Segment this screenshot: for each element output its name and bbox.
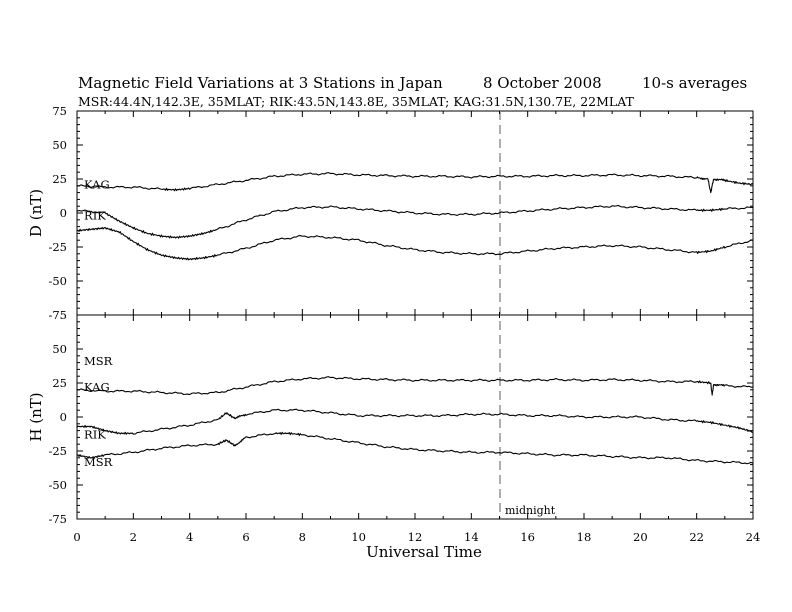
- station-label-rik: RIK: [84, 209, 106, 223]
- x-tick-label: 8: [299, 530, 306, 544]
- x-tick-label: 16: [520, 530, 535, 544]
- x-tick-label: 0: [73, 530, 80, 544]
- x-tick-label: 4: [186, 530, 193, 544]
- y-tick-label: 0: [60, 410, 67, 424]
- series-line-panel2-kag: [76, 376, 754, 396]
- y-tick-label: -50: [48, 274, 67, 288]
- y-tick-label: 50: [52, 342, 67, 356]
- h-axis-label: H (nT): [27, 392, 45, 441]
- station-coordinates: MSR:44.4N,142.3E, 35MLAT; RIK:43.5N,143.…: [78, 94, 635, 109]
- y-tick-label: -25: [48, 240, 67, 254]
- series-line-panel1-rik: [76, 204, 754, 239]
- lower-panel-frame: [76, 314, 754, 520]
- series-line-panel1-trace3: [76, 226, 754, 261]
- station-label-msr: MSR: [84, 354, 113, 368]
- station-label-kag: KAG: [84, 380, 110, 394]
- y-tick-label: 25: [52, 376, 67, 390]
- y-tick-label: -75: [48, 308, 67, 322]
- x-tick-label: 10: [351, 530, 366, 544]
- y-tick-label: 50: [52, 138, 67, 152]
- y-tick-label: 0: [60, 206, 67, 220]
- x-tick-label: 18: [577, 530, 592, 544]
- x-tick-label: 20: [633, 530, 648, 544]
- y-tick-label: -50: [48, 478, 67, 492]
- series-line-panel2-msr: [76, 431, 754, 465]
- chart-averaging: 10-s averages: [642, 74, 747, 92]
- station-label-rik: RIK: [84, 428, 106, 442]
- x-tick-label: 12: [408, 530, 423, 544]
- y-tick-label: -25: [48, 444, 67, 458]
- y-tick-label: 25: [52, 172, 67, 186]
- chart-date: 8 October 2008: [483, 74, 602, 92]
- station-label-msr: MSR: [84, 455, 113, 469]
- series-line-panel2-rik: [76, 408, 754, 435]
- chart-title: Magnetic Field Variations at 3 Stations …: [78, 74, 443, 92]
- axis-ticks: 0 2 4 6 8 10 12 14 16 18 20 22 247550250-25-50-75502…: [48, 104, 760, 544]
- x-tick-label: 6: [242, 530, 249, 544]
- midnight-label: midnight: [505, 504, 556, 517]
- x-tick-label: 22: [689, 530, 704, 544]
- x-tick-label: 24: [746, 530, 761, 544]
- series-layer: [76, 172, 754, 465]
- station-labels: KAG RIK MSR KAG RIK MSR: [84, 177, 113, 468]
- x-tick-label: 14: [464, 530, 479, 544]
- y-tick-label: -75: [48, 512, 67, 526]
- station-label-kag: KAG: [84, 177, 110, 191]
- y-tick-label: 75: [52, 104, 67, 118]
- x-axis-label: Universal Time: [366, 543, 482, 561]
- x-tick-label: 2: [130, 530, 137, 544]
- d-axis-label: D (nT): [27, 189, 45, 237]
- series-line-panel1-kag: [76, 172, 754, 194]
